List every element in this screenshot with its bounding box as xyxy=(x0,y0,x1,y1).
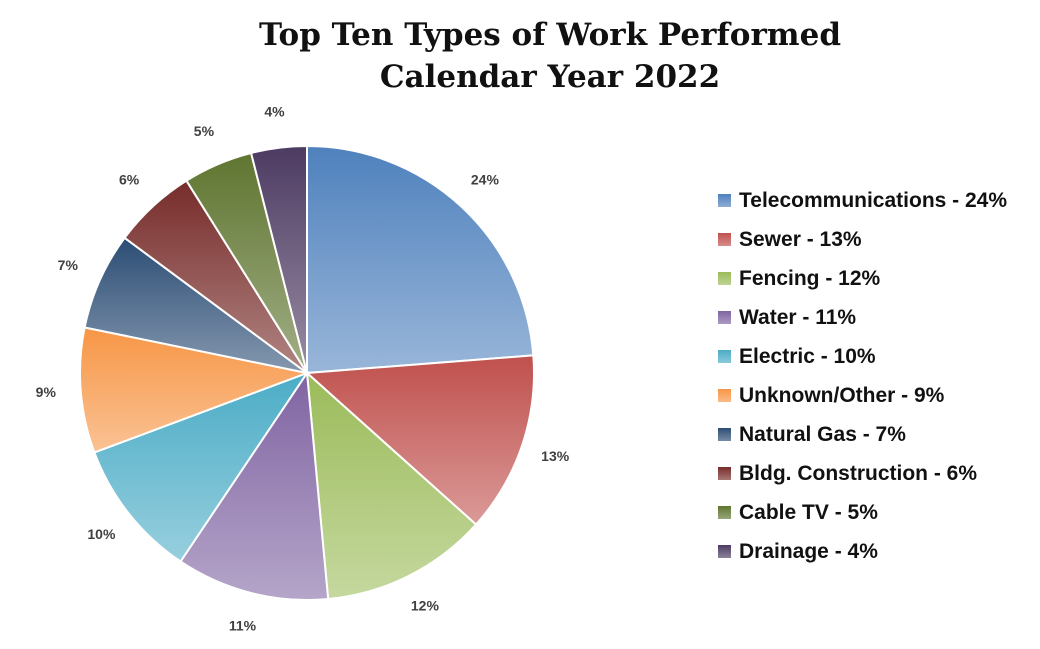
pie-chart: 24% 13% 12% 11% 10% 9% 7% 6% 5% 4% xyxy=(36,104,570,634)
legend-swatch xyxy=(718,311,731,324)
legend-label: Telecommunications - 24% xyxy=(739,188,1008,212)
legend-label: Bldg. Construction - 6% xyxy=(739,461,977,485)
chart-title-line-2: Calendar Year 2022 xyxy=(379,59,721,95)
pie-data-labels: 24% 13% 12% 11% 10% 9% 7% 6% 5% 4% xyxy=(36,104,570,634)
data-label-natural-gas: 7% xyxy=(58,257,79,273)
legend-label: Water - 11% xyxy=(739,305,857,329)
data-label-fencing: 12% xyxy=(411,598,440,614)
pie-slice-sewer xyxy=(304,354,535,526)
legend-swatch xyxy=(718,467,731,480)
data-label-unknown-other: 9% xyxy=(36,384,57,400)
pie-slice-water xyxy=(179,370,330,601)
data-label-cable-tv: 5% xyxy=(194,123,215,139)
legend-item-fencing: Fencing - 12% xyxy=(718,259,1007,298)
legend-label: Sewer - 13% xyxy=(739,227,862,251)
legend-item-electric: Electric - 10% xyxy=(718,337,1007,376)
data-label-bldg-construction: 6% xyxy=(119,171,140,187)
data-label-telecommunications: 24% xyxy=(471,171,500,187)
legend-item-drainage: Drainage - 4% xyxy=(718,532,1007,571)
data-label-sewer: 13% xyxy=(541,448,570,464)
legend-swatch xyxy=(718,350,731,363)
pie-slice-fencing xyxy=(305,370,478,601)
legend-item-bldg-construction: Bldg. Construction - 6% xyxy=(718,454,1007,493)
legend-label: Electric - 10% xyxy=(739,344,876,368)
legend-item-telecommunications: Telecommunications - 24% xyxy=(718,181,1007,220)
data-label-water: 11% xyxy=(229,618,257,634)
legend-swatch xyxy=(718,545,731,558)
chart-legend: Telecommunications - 24% Sewer - 13% Fenci… xyxy=(718,181,1007,571)
legend-swatch xyxy=(718,272,731,285)
legend-swatch xyxy=(718,194,731,207)
chart-title: Top Ten Types of Work Performed Calendar… xyxy=(0,14,1040,98)
legend-swatch xyxy=(718,506,731,519)
legend-item-sewer: Sewer - 13% xyxy=(718,220,1007,259)
chart-title-line-1: Top Ten Types of Work Performed xyxy=(259,17,841,53)
pie-slices xyxy=(78,144,535,601)
legend-swatch xyxy=(718,389,731,402)
pie-slice-electric xyxy=(93,370,310,563)
legend-label: Natural Gas - 7% xyxy=(739,422,906,446)
legend-item-cable-tv: Cable TV - 5% xyxy=(718,493,1007,532)
legend-label: Fencing - 12% xyxy=(739,266,881,290)
legend-swatch xyxy=(718,428,731,441)
pie-slice-unknown-other xyxy=(78,326,311,454)
legend-item-unknown-other: Unknown/Other - 9% xyxy=(718,376,1007,415)
legend-swatch xyxy=(718,233,731,246)
legend-item-water: Water - 11% xyxy=(718,298,1007,337)
pie-slice-drainage xyxy=(249,144,308,374)
legend-label: Unknown/Other - 9% xyxy=(739,383,945,407)
pie-slice-telecommunications xyxy=(306,144,535,375)
data-label-electric: 10% xyxy=(87,526,116,542)
legend-label: Cable TV - 5% xyxy=(739,500,878,524)
legend-item-natural-gas: Natural Gas - 7% xyxy=(718,415,1007,454)
legend-label: Drainage - 4% xyxy=(739,539,878,563)
data-label-drainage: 4% xyxy=(264,104,285,120)
